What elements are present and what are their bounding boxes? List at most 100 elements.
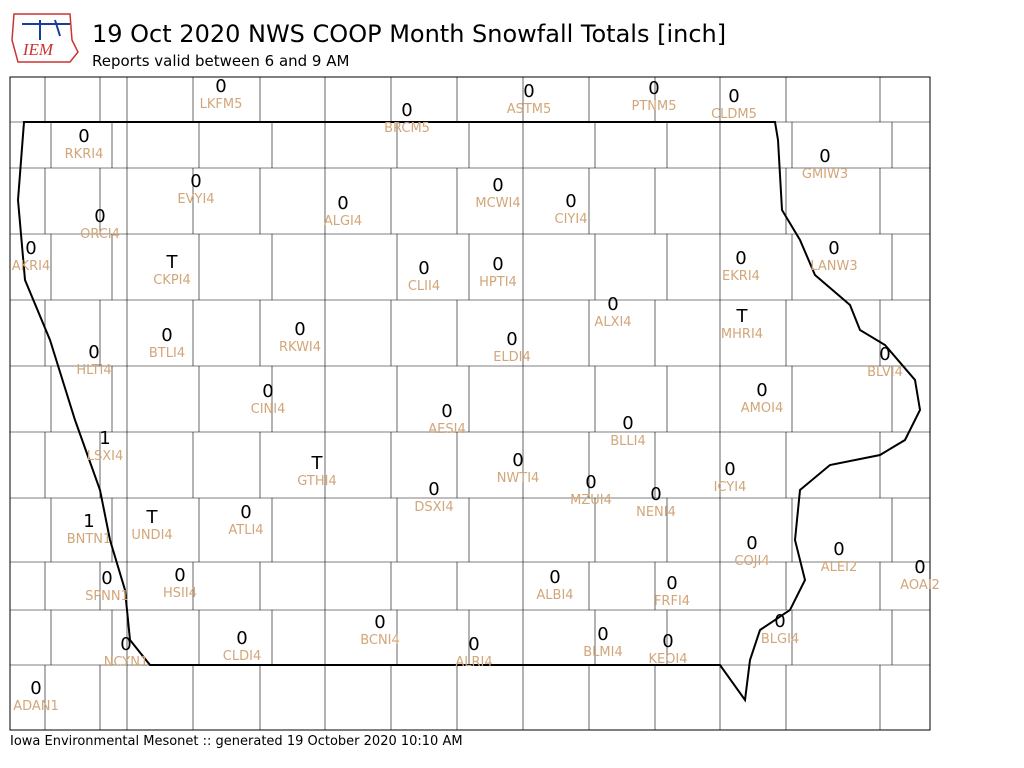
station-value: 0 [101, 568, 112, 589]
station-id: ALEI2 [821, 560, 857, 575]
station-value: 0 [512, 450, 523, 471]
station-value: 0 [25, 238, 36, 259]
footer: Iowa Environmental Mesonet :: generated … [10, 734, 463, 749]
station-value: 0 [756, 380, 767, 401]
station-value: 0 [724, 459, 735, 480]
station-value: T [736, 306, 749, 327]
station-id: AMOI4 [741, 401, 783, 416]
station-value: 0 [418, 258, 429, 279]
station-id: CLDI4 [223, 649, 261, 664]
station-value: 0 [828, 238, 839, 259]
station-id: AKRI4 [12, 259, 51, 274]
station-value: 0 [215, 76, 226, 97]
station-id: NENI4 [636, 505, 676, 520]
station-value: 0 [774, 611, 785, 632]
station-id: CIYI4 [555, 212, 588, 227]
station-value: 0 [294, 319, 305, 340]
station-id: ALRI4 [455, 655, 492, 670]
map-frame [9, 76, 931, 731]
station-id: KEOI4 [648, 652, 687, 667]
station-value: 0 [597, 624, 608, 645]
station-value: 0 [648, 78, 659, 99]
station-id: DSXI4 [414, 500, 453, 515]
station-id: BTLI4 [149, 346, 185, 361]
station-id: LANW3 [810, 259, 857, 274]
station-id: LKFM5 [200, 97, 243, 112]
station-value: 0 [428, 479, 439, 500]
station-value: 0 [337, 193, 348, 214]
station-id: ADAN1 [13, 699, 59, 714]
station-value: 0 [88, 342, 99, 363]
title: 19 Oct 2020 NWS COOP Month Snowfall Tota… [92, 20, 726, 48]
station-id: ALGI4 [324, 214, 362, 229]
station-value: 0 [236, 628, 247, 649]
station-value: 0 [262, 381, 273, 402]
logo-lines [22, 19, 70, 40]
station-id: ELDI4 [493, 350, 531, 365]
station-value: 0 [735, 248, 746, 269]
station-id: AESI4 [428, 422, 465, 437]
station-id: FRFI4 [654, 594, 690, 609]
station-value: 0 [190, 171, 201, 192]
station-id: GMIW3 [802, 167, 848, 182]
station-id: PTNM5 [632, 99, 677, 114]
station-id: NWTI4 [497, 471, 540, 486]
station-value: 0 [78, 126, 89, 147]
station-value: 0 [607, 294, 618, 315]
station-value: 0 [728, 86, 739, 107]
station-value: T [311, 453, 324, 474]
station-id: BLMI4 [583, 645, 622, 660]
station-id: ORCI4 [80, 227, 120, 242]
station-id: HLTI4 [76, 363, 111, 378]
station-value: 0 [30, 678, 41, 699]
station-id: ICYI4 [714, 480, 747, 495]
station-value: 0 [666, 573, 677, 594]
logo-shape [11, 13, 79, 63]
station-id: ATLI4 [228, 523, 263, 538]
station-id: BLVI4 [867, 365, 903, 380]
station-value: 1 [83, 511, 94, 532]
station-value: T [146, 507, 159, 528]
station-value: 0 [833, 539, 844, 560]
station-id: BLGI4 [761, 632, 799, 647]
station-id: BCNI4 [360, 633, 400, 648]
station-value: 0 [565, 191, 576, 212]
station-value: 0 [746, 533, 757, 554]
station-id: CINI4 [251, 402, 286, 417]
station-value: 0 [401, 100, 412, 121]
station-id: CKPI4 [153, 273, 191, 288]
station-value: 0 [374, 612, 385, 633]
station-id: EVYI4 [177, 192, 214, 207]
station-id: BRCM5 [384, 121, 430, 136]
logo: IEM [11, 13, 79, 63]
logo-text: IEM [22, 40, 54, 59]
station-value: 0 [622, 413, 633, 434]
station-id: ALBI4 [536, 588, 573, 603]
station-value: 0 [523, 81, 534, 102]
station-id: GTHI4 [297, 474, 336, 489]
station-value: 0 [662, 631, 673, 652]
station-id: LSXI4 [87, 449, 124, 464]
station-id: RKWI4 [279, 340, 321, 355]
station-value: 0 [441, 401, 452, 422]
station-id: ALXI4 [594, 315, 631, 330]
station-id: HSII4 [163, 586, 197, 601]
station-value: T [166, 252, 179, 273]
station-value: 0 [549, 567, 560, 588]
station-value: 0 [492, 254, 503, 275]
station-id: AOAI2 [900, 578, 940, 593]
station-value: 0 [120, 634, 131, 655]
station-value: 0 [174, 565, 185, 586]
station-id: COJI4 [734, 554, 769, 569]
station-id: HPTI4 [479, 275, 517, 290]
subtitle: Reports valid between 6 and 9 AM [92, 52, 349, 70]
station-id: CLII4 [408, 279, 440, 294]
state-border [16, 121, 922, 703]
station-value: 0 [468, 634, 479, 655]
station-value: 1 [99, 428, 110, 449]
station-value: 0 [94, 206, 105, 227]
station-id: NCYN1 [104, 655, 149, 670]
station-id: MCWI4 [475, 196, 520, 211]
station-id: MZUI4 [570, 493, 612, 508]
